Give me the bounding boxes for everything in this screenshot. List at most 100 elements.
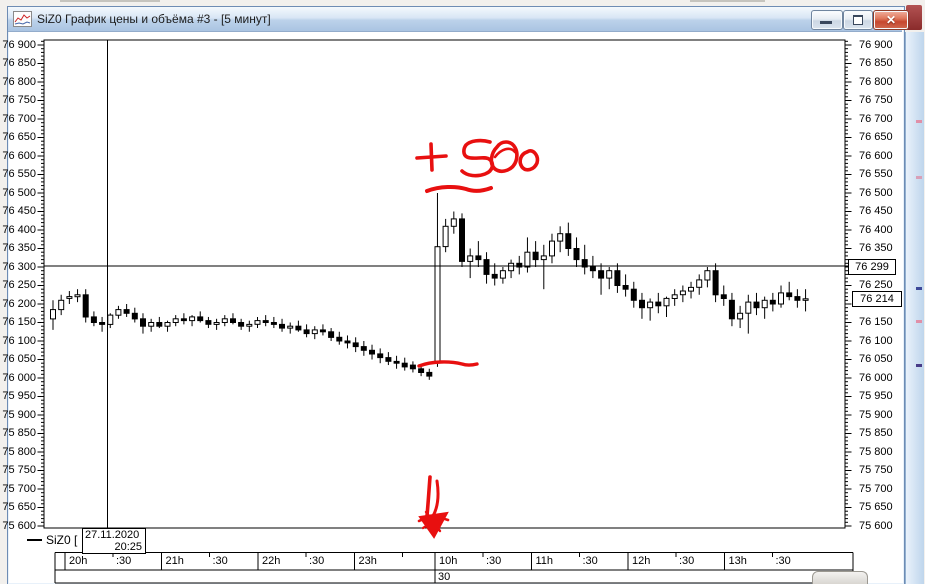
price-label: 76 750 xyxy=(2,94,36,106)
price-label: 76 750 xyxy=(859,94,893,106)
tooltip-time: 20:25 xyxy=(114,541,142,553)
candle xyxy=(655,301,662,307)
candle xyxy=(360,346,367,351)
candle xyxy=(279,323,285,329)
candle xyxy=(696,279,703,288)
minimize-icon xyxy=(820,21,832,24)
price-label: 76 000 xyxy=(2,371,36,384)
candle xyxy=(475,255,482,261)
candle xyxy=(720,294,727,299)
candle xyxy=(401,362,408,368)
price-label: 76 350 xyxy=(2,242,36,254)
price-label: 76 150 xyxy=(859,316,893,328)
candle xyxy=(311,329,318,335)
price-label: 76 600 xyxy=(859,149,893,162)
candle xyxy=(459,218,465,262)
candle xyxy=(164,322,171,327)
series-line-sample xyxy=(27,539,42,541)
candle xyxy=(540,255,547,261)
time-half-label: :30 xyxy=(679,555,695,567)
price-label: 76 700 xyxy=(2,112,36,125)
candle xyxy=(287,325,294,329)
candle xyxy=(90,316,97,323)
price-label: 75 600 xyxy=(2,519,36,532)
time-hour-label: 13h xyxy=(728,555,747,567)
candle xyxy=(418,368,425,373)
candle xyxy=(221,318,228,323)
price-label: 76 100 xyxy=(2,334,36,347)
price-label: 76 200 xyxy=(2,297,36,310)
candle xyxy=(409,364,416,370)
candle xyxy=(99,322,106,325)
time-half-label: :30 xyxy=(116,555,132,567)
candle xyxy=(483,259,490,275)
candle xyxy=(786,292,793,298)
candle xyxy=(688,286,694,292)
scrollbar-marker xyxy=(916,287,922,290)
price-label: 76 350 xyxy=(859,242,893,254)
crosshair-tooltip: 27.11.2020 20:25 xyxy=(82,528,146,554)
candle xyxy=(385,357,392,362)
candles xyxy=(50,193,809,380)
candle xyxy=(761,299,768,309)
candle xyxy=(557,233,564,242)
candle xyxy=(352,342,359,348)
candle xyxy=(745,301,752,314)
candle xyxy=(491,273,498,279)
candle xyxy=(630,288,637,301)
time-half-label: :30 xyxy=(775,555,791,567)
time-half-label: :30 xyxy=(309,555,325,567)
candle xyxy=(328,331,335,338)
minimize-button[interactable] xyxy=(811,10,843,30)
window-titlebar[interactable] xyxy=(8,7,902,32)
candle xyxy=(393,360,400,364)
candle xyxy=(131,312,138,320)
price-label: 76 450 xyxy=(859,205,893,217)
candle xyxy=(647,301,654,309)
price-label: 75 900 xyxy=(859,408,893,421)
price-label: 76 250 xyxy=(859,279,893,291)
candle xyxy=(589,266,596,272)
candle xyxy=(753,301,760,309)
price-label: 75 650 xyxy=(859,501,893,513)
candle xyxy=(303,329,310,335)
price-label: 75 950 xyxy=(859,390,893,402)
candle xyxy=(197,316,204,322)
window-title: SiZ0 График цены и объёма #3 - [5 минут] xyxy=(37,12,271,26)
time-hour-label: 23h xyxy=(358,555,377,567)
background-scrollbar[interactable] xyxy=(905,32,924,584)
candle xyxy=(319,329,326,333)
candle xyxy=(565,233,572,249)
crosshair-price-box: 76 299 xyxy=(848,259,896,275)
time-hour-label: 12h xyxy=(632,555,651,567)
restore-icon xyxy=(853,15,863,25)
price-label: 76 800 xyxy=(859,75,893,88)
candle xyxy=(205,320,212,325)
price-label: 75 950 xyxy=(2,390,36,402)
candle xyxy=(499,270,506,279)
candle xyxy=(663,297,670,307)
candle xyxy=(794,296,801,301)
price-label: 76 800 xyxy=(2,75,36,88)
candle xyxy=(614,270,621,287)
candle xyxy=(189,316,196,322)
candle xyxy=(172,318,179,323)
candle xyxy=(230,318,236,323)
candle xyxy=(712,270,719,296)
price-label: 76 400 xyxy=(859,223,893,236)
restore-button[interactable] xyxy=(843,10,873,30)
price-label: 76 050 xyxy=(859,353,893,365)
price-label: 76 900 xyxy=(2,38,36,51)
time-hour-label: 11h xyxy=(535,555,554,567)
close-button[interactable]: ✕ xyxy=(873,10,909,30)
candle xyxy=(426,371,433,377)
candle xyxy=(778,292,784,305)
candle xyxy=(573,248,580,261)
price-label: 75 850 xyxy=(859,427,893,439)
candle xyxy=(524,251,531,268)
price-label: 75 900 xyxy=(2,408,36,421)
price-label: 76 650 xyxy=(859,131,893,143)
candle xyxy=(728,299,735,320)
candle xyxy=(377,353,384,359)
